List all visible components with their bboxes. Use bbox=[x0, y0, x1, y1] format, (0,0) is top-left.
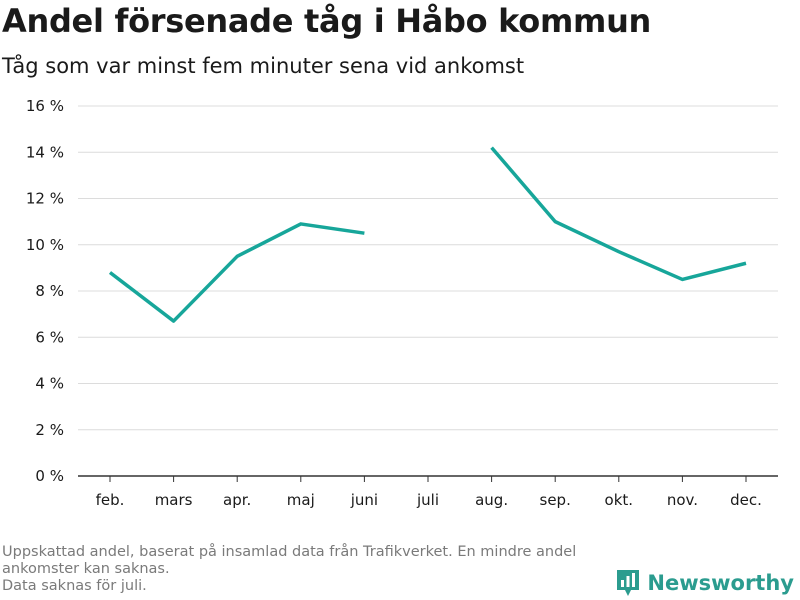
footnote-line: Data saknas för juli. bbox=[2, 578, 147, 594]
x-tick-label: nov. bbox=[667, 491, 698, 509]
newsworthy-logo-icon bbox=[617, 570, 640, 596]
y-axis-labels: 0 % 2 % 4 % 6 % 8 % 10 % 12 % 14 % 16 % bbox=[26, 97, 64, 485]
x-tick-label: aug. bbox=[475, 491, 508, 509]
footnote-line: Uppskattad andel, baserat på insamlad da… bbox=[2, 544, 577, 560]
series-line bbox=[490, 146, 747, 282]
y-tick-label: 2 % bbox=[35, 421, 64, 439]
y-tick-label: 4 % bbox=[35, 375, 64, 393]
series-lines bbox=[108, 146, 747, 323]
brand-name: Newsworthy bbox=[647, 571, 794, 595]
y-tick-label: 12 % bbox=[26, 190, 64, 208]
y-tick-label: 6 % bbox=[35, 328, 64, 346]
y-tick-label: 0 % bbox=[35, 467, 64, 485]
line-chart: 0 % 2 % 4 % 6 % 8 % 10 % 12 % 14 % 16 % feb. mars… bbox=[26, 97, 778, 509]
chart-subtitle: Tåg som var minst fem minuter sena vid a… bbox=[2, 54, 525, 78]
x-tick-label: mars bbox=[155, 491, 193, 509]
series-line bbox=[108, 222, 365, 323]
x-tick-label: apr. bbox=[223, 491, 251, 509]
y-tick-label: 14 % bbox=[26, 143, 64, 161]
y-tick-label: 10 % bbox=[26, 236, 64, 254]
footnote-line: ankomster kan saknas. bbox=[2, 561, 170, 577]
x-tick-label: maj bbox=[287, 491, 315, 509]
x-axis: feb. mars apr. maj juni juli aug. sep. okt. nov. d… bbox=[96, 476, 762, 509]
x-tick-label: sep. bbox=[540, 491, 571, 509]
y-tick-label: 16 % bbox=[26, 97, 64, 115]
y-tick-label: 8 % bbox=[35, 282, 64, 300]
footnote: Uppskattad andel, baserat på insamlad da… bbox=[2, 544, 642, 595]
brand-logo: Newsworthy bbox=[615, 568, 794, 598]
x-tick-label: okt. bbox=[605, 491, 634, 509]
x-tick-label: juni bbox=[350, 491, 378, 509]
x-tick-label: juli bbox=[416, 491, 439, 509]
x-tick-label: dec. bbox=[730, 491, 762, 509]
chart-title: Andel försenade tåg i Håbo kommun bbox=[2, 2, 652, 40]
x-tick-label: feb. bbox=[96, 491, 125, 509]
grid-lines bbox=[78, 105, 778, 477]
